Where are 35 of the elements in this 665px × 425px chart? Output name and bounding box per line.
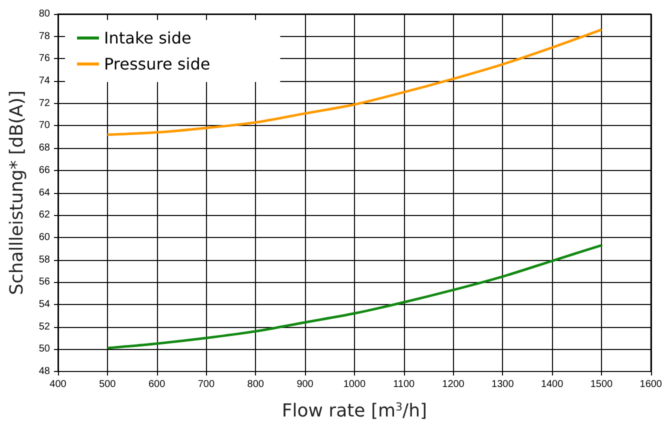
y-tick-label: 60 [38,232,50,243]
x-tick-label: 1500 [590,379,614,390]
x-tick-label: 1300 [492,379,514,390]
y-tick-label: 76 [38,53,50,64]
legend-label: Pressure side [104,54,210,74]
y-tick-label: 72 [38,98,50,109]
x-tick-label: 900 [296,379,314,390]
y-tick-label: 66 [38,164,50,176]
y-tick-label: 68 [38,142,50,154]
y-tick-label: 48 [38,366,50,377]
x-tick-label: 1000 [343,379,366,390]
y-tick-label: 58 [38,254,50,266]
y-tick-label: 70 [38,120,50,132]
x-tick-label: 1600 [640,379,662,390]
x-tick-label: 700 [198,379,215,390]
x-tick-label: 500 [99,379,116,390]
y-tick-label: 64 [38,187,50,198]
x-tick-label: 1400 [540,379,564,390]
y-tick-label: 52 [38,321,50,332]
x-tick-label: 400 [50,379,67,390]
y-tick-label: 56 [38,276,50,288]
y-tick-label: 80 [38,8,50,20]
y-tick-label: 74 [38,76,50,87]
y-tick-label: 54 [38,298,50,310]
legend-label: Intake side [104,28,192,48]
x-tick-label: 600 [148,379,166,390]
y-tick-label: 50 [38,344,50,355]
y-tick-label: 62 [38,210,50,221]
y-axis-title: Schallleistung* [dB(A)] [6,90,28,295]
x-tick-label: 800 [247,379,264,390]
x-tick-label: 1200 [442,379,465,390]
line-series [106,28,603,136]
y-tick-label: 78 [38,30,50,42]
x-tick-label: 1100 [393,379,416,390]
line-series [106,244,603,350]
